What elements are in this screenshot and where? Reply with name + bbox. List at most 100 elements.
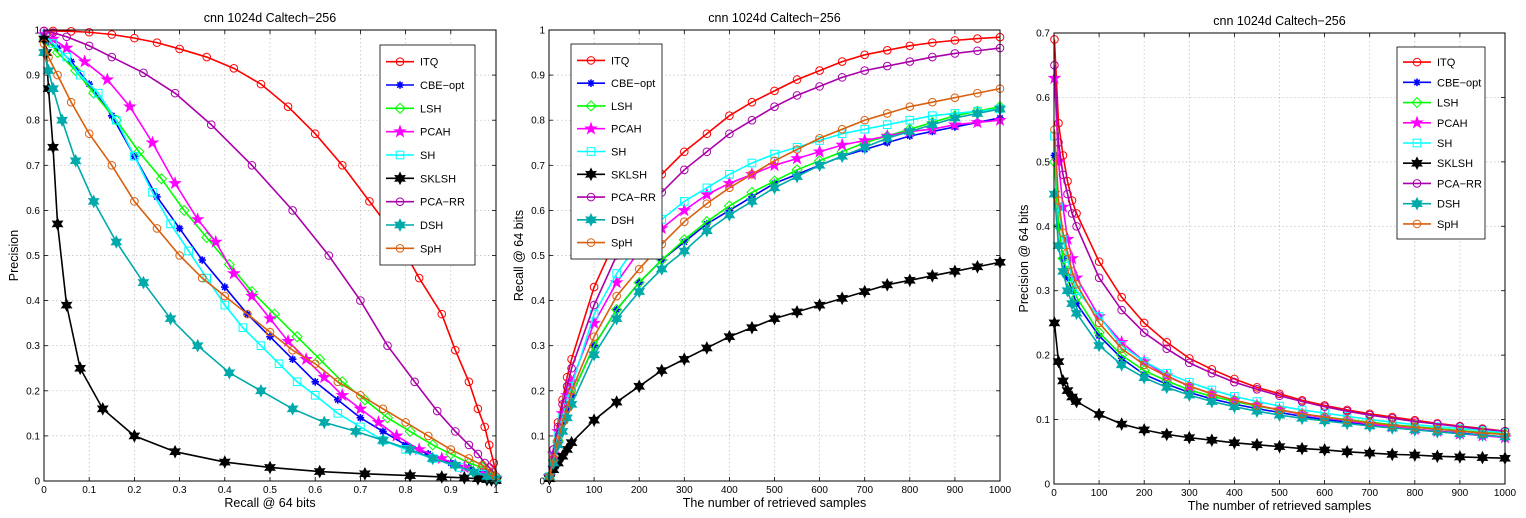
data-point-itq [1054,118,1063,128]
x-tick-label: 800 [1406,488,1423,499]
series-sph [1050,125,1510,439]
data-point-pcah [245,288,259,302]
data-point-itq [480,422,490,432]
data-point-dsh [1205,394,1218,409]
data-point-dsh [467,465,480,479]
data-point-pcah [722,176,737,190]
legend-label: PCA−RR [611,192,656,204]
legend-entry-cbe-opt: CBE−opt [386,80,464,92]
x-tick-label: 400 [721,485,738,496]
data-point-pca-rr [473,449,483,459]
data-point-pca-rr [170,88,180,98]
x-axis-label: The number of retrieved samples [1188,499,1371,513]
data-point-dsh [426,451,439,466]
legend-marker [586,238,596,247]
data-point-sklsh [858,284,871,299]
legend-marker [585,100,597,112]
data-point-itq [1058,151,1068,160]
data-point-sph [1297,409,1307,419]
data-point-sh [220,300,230,310]
legend-label: SKLSH [1437,158,1473,170]
data-point-sph [928,97,937,107]
data-point-dsh [404,442,417,457]
data-point-pca-rr [383,341,392,351]
data-point-pca-rr [950,49,960,58]
legend-label: DSH [611,215,634,227]
x-tick-label: 0.1 [82,485,96,496]
data-point-dsh [1061,283,1074,298]
legend-marker [585,213,597,227]
data-point-sph [288,345,297,355]
data-point-sklsh [700,341,713,355]
x-tick-label: 700 [856,485,873,496]
legend-label: CBE−opt [1437,77,1481,89]
data-point-itq [702,129,712,139]
legend-marker [393,124,407,138]
data-point-dsh [926,117,939,132]
y-tick-label: 1 [539,26,545,37]
data-point-pca-rr [680,165,689,175]
data-point-itq [283,102,293,111]
legend-entry-cbe-opt: CBE−opt [1403,77,1481,89]
data-point-pca-rr [1067,209,1077,218]
data-point-sh [770,149,779,159]
data-point-sph [175,251,184,260]
data-point-pcah [970,115,985,129]
data-point-pca-rr [973,46,982,56]
data-point-sph [487,467,496,477]
legend-marker [395,244,405,253]
data-point-pcah [353,401,368,415]
y-tick-label: 0.9 [26,71,40,82]
series-line-itq [44,30,497,477]
series-sph [39,39,501,481]
y-axis-label: Recall @ 64 bits [512,210,526,301]
x-tick-label: 0 [546,485,552,496]
y-tick-label: 0.3 [26,341,40,352]
legend-label: ITQ [1437,57,1456,69]
legend-label: CBE−opt [420,80,464,92]
data-point-sph [44,52,53,62]
data-point-itq [130,33,139,43]
data-point-sph [770,156,779,166]
x-tick-label: 500 [766,485,783,496]
data-point-sklsh [1228,435,1241,450]
legend-entry-pcah: PCAH [1403,115,1468,130]
data-point-dsh [1066,296,1078,311]
series-sklsh [543,255,1006,486]
data-point-sklsh [1138,423,1151,437]
data-point-dsh [349,424,362,439]
data-point-sph [130,197,139,206]
data-point-itq [451,345,460,355]
data-point-dsh [286,402,299,416]
series-line-sph [548,87,1001,477]
legend-entry-sklsh: SKLSH [1403,156,1473,170]
plot-panel-3: 0 100 200 300 400 500 600 700 800 900 1000 0 0.1 0.2 0… [1017,14,1517,513]
y-tick-label: 0.3 [1036,286,1050,297]
data-point-sklsh [655,363,668,378]
series-line-pca-rr [43,30,497,477]
x-tick-label: 800 [901,485,918,496]
series-sklsh [1048,316,1511,466]
data-point-sklsh [565,435,578,450]
data-point-sph [950,93,960,102]
legend-label: SpH [1437,219,1458,231]
data-point-pcah [77,54,92,68]
legend-marker [586,56,596,65]
series-line-sph [43,43,497,478]
x-tick-label: 300 [676,485,693,496]
data-point-sklsh [1183,430,1196,445]
chart-title: cnn 1024d Caltech−256 [204,11,336,25]
data-point-pca-rr [1072,221,1081,231]
data-point-itq [770,86,779,96]
legend-marker [1412,179,1422,188]
data-point-itq [464,377,474,387]
data-point-sph [1185,381,1194,391]
data-point-cbe-opt [175,224,184,233]
data-point-pca-rr [837,73,847,82]
x-tick-label: 600 [811,485,828,496]
data-point-sh [292,377,302,387]
data-point-lsh [133,146,145,158]
legend-entry-dsh: DSH [577,213,634,227]
